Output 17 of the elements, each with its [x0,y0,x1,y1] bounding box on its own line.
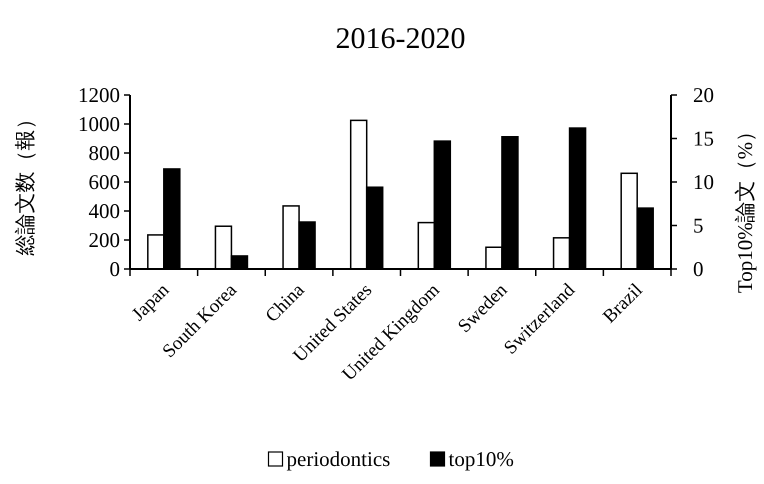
y-axis-title: 総論文数（報） [13,108,37,256]
y-tick-label: 0 [110,257,120,281]
y2-tick-label: 10 [693,170,714,194]
y2-tick-label: 20 [693,83,714,107]
legend-label: top10% [448,447,514,471]
y2-tick-label: 5 [693,214,704,238]
y2-tick-label: 15 [693,126,714,150]
y-tick-label: 600 [88,170,120,194]
title: 2016-2020 [336,22,466,55]
y-tick-label: 200 [88,228,120,252]
y-tick-label: 1200 [78,83,120,107]
y-tick-label: 800 [88,141,120,165]
y2-axis-title: Top10%論文（%） [733,120,757,294]
y-tick-label: 1000 [78,112,120,136]
y2-tick-label: 0 [693,257,704,281]
y-tick-label: 400 [88,199,120,223]
legend-label: periodontics [286,447,390,471]
